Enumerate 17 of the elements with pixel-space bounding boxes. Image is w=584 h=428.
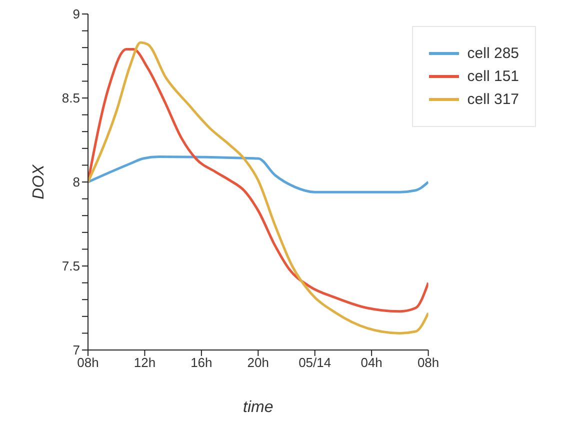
x-tick-label: 05/14 (298, 355, 332, 370)
x-tick-label: 20h (247, 355, 269, 370)
legend-label: cell 317 (467, 91, 519, 108)
y-tick-label: 7.5 (62, 258, 80, 274)
legend-label: cell 151 (467, 68, 519, 85)
y-tick-label: 7 (72, 342, 80, 358)
x-axis-title: time (243, 399, 274, 416)
y-tick-label: 9 (72, 6, 80, 22)
y-tick-label: 8.5 (62, 90, 80, 106)
x-tick-label: 16h (190, 355, 212, 370)
y-axis-title: DOX (30, 163, 48, 200)
x-tick-label: 08h (417, 355, 440, 370)
x-tick-label: 12h (134, 355, 156, 370)
x-tick-label: 08h (77, 355, 99, 370)
x-tick-label: 04h (360, 355, 382, 370)
legend-label: cell 285 (467, 45, 519, 62)
y-tick-label: 8 (72, 174, 80, 190)
